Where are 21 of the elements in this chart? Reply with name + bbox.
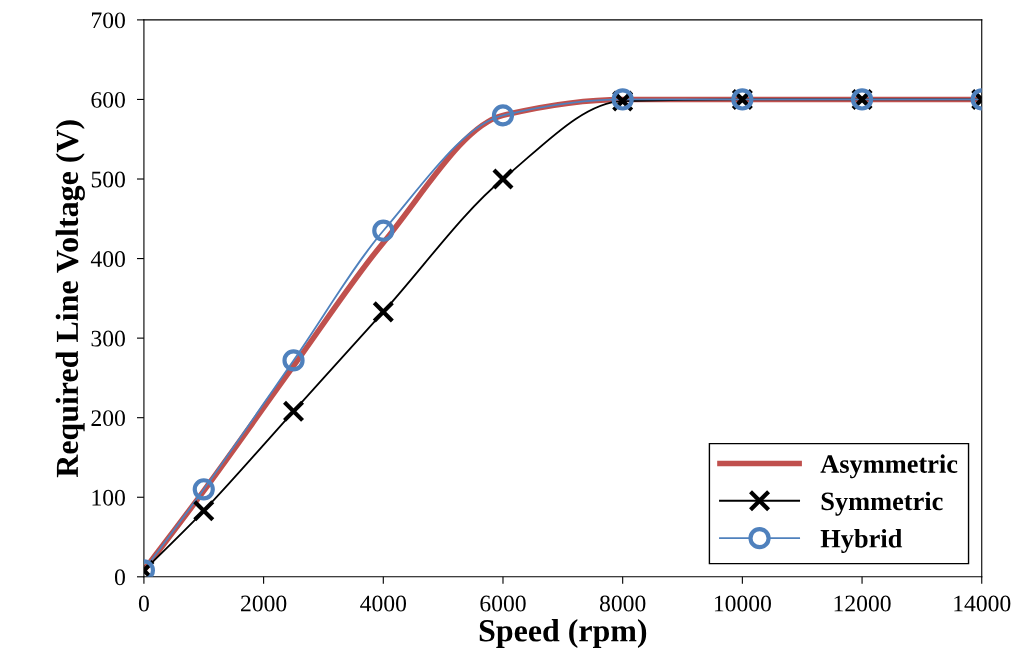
y-tick-label: 300 [91,330,125,347]
x-tick-label: 6000 [480,595,526,612]
y-axis-title: Required Line Voltage (V) [55,120,85,478]
y-tick-label: 200 [91,410,125,427]
x-tick-label: 2000 [241,595,287,612]
y-tick-label: 400 [90,251,125,267]
x-tick-label: 8000 [599,595,646,612]
x-tick-label: 4000 [360,595,407,612]
legend-label: Hybrid [820,529,903,554]
x-tick-label: 14000 [954,595,1011,612]
x-axis-title: Speed (rpm) [479,619,647,649]
y-tick-label: 700 [92,12,125,29]
x-tick-label: 10000 [714,595,771,612]
x-tick-label: 0 [138,595,149,612]
y-tick-label: 0 [114,569,125,586]
legend-label: Symmetric [821,491,943,516]
y-tick-label: 600 [91,91,125,108]
y-tick-label: 100 [92,489,125,506]
legend-label: Asymmetric [820,454,958,479]
y-tick-label: 500 [91,171,125,188]
x-tick-label: 12000 [834,595,891,612]
